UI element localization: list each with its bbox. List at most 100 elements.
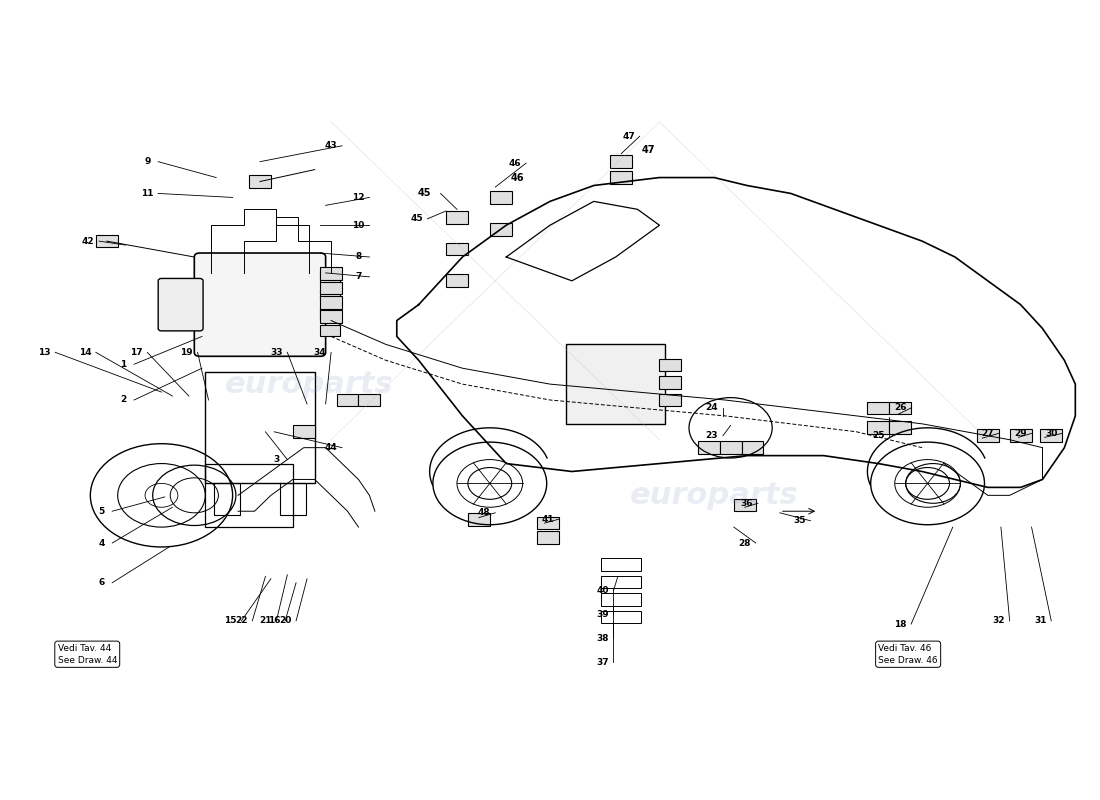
Bar xyxy=(446,211,468,224)
Bar xyxy=(602,593,641,606)
Text: 5: 5 xyxy=(98,506,104,516)
Bar xyxy=(490,191,512,204)
Text: 27: 27 xyxy=(981,429,994,438)
Text: 11: 11 xyxy=(141,189,154,198)
Text: 34: 34 xyxy=(314,348,327,357)
Bar xyxy=(446,274,468,287)
Bar xyxy=(566,344,664,424)
Bar xyxy=(96,234,118,247)
Text: 41: 41 xyxy=(541,514,554,524)
Text: 1: 1 xyxy=(120,360,127,369)
Bar xyxy=(320,307,340,319)
Text: Vedi Tav. 44
See Draw. 44: Vedi Tav. 44 See Draw. 44 xyxy=(57,644,117,665)
Text: 23: 23 xyxy=(706,431,718,440)
Bar xyxy=(279,483,306,515)
Bar xyxy=(537,531,559,544)
Text: 3: 3 xyxy=(273,455,279,464)
Text: 6: 6 xyxy=(98,578,104,587)
Text: 29: 29 xyxy=(1014,429,1027,438)
Bar xyxy=(977,430,999,442)
Bar xyxy=(320,272,340,284)
Bar xyxy=(337,394,359,406)
FancyBboxPatch shape xyxy=(195,253,326,356)
Text: 21: 21 xyxy=(260,616,272,626)
Text: 47: 47 xyxy=(623,132,635,141)
Text: 2: 2 xyxy=(120,395,127,405)
Bar xyxy=(741,442,763,454)
Text: 31: 31 xyxy=(1034,616,1046,626)
Bar xyxy=(537,517,559,530)
Bar xyxy=(206,372,315,483)
Bar xyxy=(734,498,756,511)
Text: 16: 16 xyxy=(268,616,280,626)
Text: 47: 47 xyxy=(641,145,656,154)
Text: 45: 45 xyxy=(410,214,422,223)
Bar xyxy=(868,422,889,434)
Text: 9: 9 xyxy=(144,157,151,166)
Bar xyxy=(1010,430,1032,442)
Text: 4: 4 xyxy=(98,538,104,547)
Text: 25: 25 xyxy=(872,431,884,440)
Text: 46: 46 xyxy=(510,173,524,182)
FancyBboxPatch shape xyxy=(158,278,204,331)
Text: 44: 44 xyxy=(324,443,338,452)
Text: europarts: europarts xyxy=(630,481,799,510)
Bar xyxy=(697,442,719,454)
Bar xyxy=(659,376,681,389)
Bar xyxy=(446,242,468,255)
Text: 46: 46 xyxy=(508,158,521,168)
Bar xyxy=(468,513,490,526)
Text: 17: 17 xyxy=(130,348,143,357)
Text: 48: 48 xyxy=(478,508,491,518)
Bar xyxy=(868,402,889,414)
Bar xyxy=(320,282,342,294)
Text: 22: 22 xyxy=(235,616,248,626)
Text: 30: 30 xyxy=(1045,429,1057,438)
Bar xyxy=(602,575,641,588)
Bar xyxy=(320,267,342,280)
Text: europarts: europarts xyxy=(224,370,394,398)
Text: 24: 24 xyxy=(706,403,718,413)
Text: 35: 35 xyxy=(793,516,806,526)
Text: 39: 39 xyxy=(596,610,608,619)
Bar xyxy=(610,171,632,184)
Text: Vedi Tav. 46
See Draw. 46: Vedi Tav. 46 See Draw. 46 xyxy=(878,644,938,665)
Text: 8: 8 xyxy=(355,253,362,262)
Text: 42: 42 xyxy=(81,237,95,246)
Text: 18: 18 xyxy=(894,619,906,629)
Text: 36: 36 xyxy=(740,498,754,508)
Text: 20: 20 xyxy=(279,616,292,626)
Text: 19: 19 xyxy=(180,348,192,357)
Bar xyxy=(889,402,911,414)
Bar xyxy=(719,442,741,454)
Text: 15: 15 xyxy=(224,616,236,626)
Text: 28: 28 xyxy=(738,538,751,547)
Bar xyxy=(214,483,240,515)
Text: 14: 14 xyxy=(78,348,91,357)
Bar xyxy=(659,394,681,406)
Bar xyxy=(249,175,271,188)
Bar xyxy=(490,223,512,235)
Text: 7: 7 xyxy=(355,272,362,282)
Text: 45: 45 xyxy=(417,189,431,198)
Text: 26: 26 xyxy=(894,403,906,413)
Bar xyxy=(320,296,342,309)
Text: 38: 38 xyxy=(596,634,608,643)
Bar xyxy=(320,310,342,323)
Bar xyxy=(1041,430,1063,442)
Bar xyxy=(659,358,681,371)
Bar xyxy=(320,290,340,302)
Text: 40: 40 xyxy=(596,586,608,595)
Text: 32: 32 xyxy=(992,616,1005,626)
Text: 10: 10 xyxy=(352,221,365,230)
Bar xyxy=(889,422,911,434)
Bar xyxy=(320,325,340,337)
Text: 37: 37 xyxy=(596,658,608,666)
Bar xyxy=(359,394,381,406)
Bar xyxy=(293,426,315,438)
Text: 43: 43 xyxy=(324,142,338,150)
Text: 13: 13 xyxy=(39,348,51,357)
Text: 12: 12 xyxy=(352,193,365,202)
Bar xyxy=(602,610,641,623)
Text: 33: 33 xyxy=(271,348,283,357)
